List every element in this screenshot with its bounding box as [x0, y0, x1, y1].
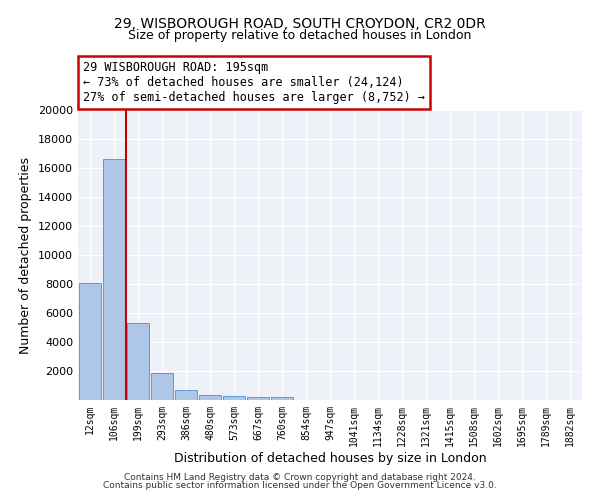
Text: Contains public sector information licensed under the Open Government Licence v3: Contains public sector information licen…	[103, 481, 497, 490]
Text: Size of property relative to detached houses in London: Size of property relative to detached ho…	[128, 29, 472, 42]
Bar	[247, 396, 269, 400]
Text: 29, WISBOROUGH ROAD, SOUTH CROYDON, CR2 0DR: 29, WISBOROUGH ROAD, SOUTH CROYDON, CR2 …	[114, 18, 486, 32]
Bar	[151, 373, 173, 400]
Bar	[223, 396, 245, 400]
Bar	[271, 397, 293, 400]
Bar	[103, 160, 125, 400]
Text: 29 WISBOROUGH ROAD: 195sqm
← 73% of detached houses are smaller (24,124)
27% of : 29 WISBOROUGH ROAD: 195sqm ← 73% of deta…	[83, 61, 425, 104]
Bar	[199, 395, 221, 400]
Bar	[79, 282, 101, 400]
Bar	[127, 323, 149, 400]
X-axis label: Distribution of detached houses by size in London: Distribution of detached houses by size …	[173, 452, 487, 464]
Y-axis label: Number of detached properties: Number of detached properties	[19, 156, 32, 354]
Bar	[175, 390, 197, 400]
Text: Contains HM Land Registry data © Crown copyright and database right 2024.: Contains HM Land Registry data © Crown c…	[124, 472, 476, 482]
